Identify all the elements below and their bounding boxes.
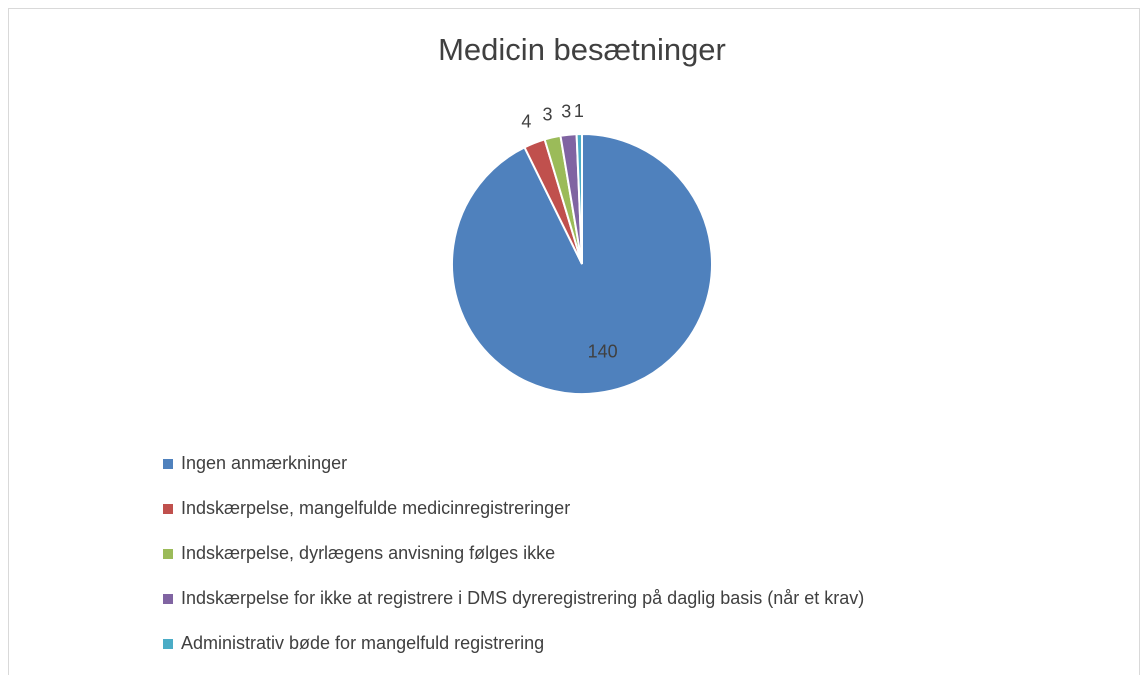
data-label: 1 <box>574 101 584 121</box>
legend-swatch <box>163 639 173 649</box>
pie-slice <box>575 132 583 265</box>
data-label: 4 <box>521 111 531 131</box>
data-label: 140 <box>588 341 618 361</box>
legend-label: Indskærpelse for ikke at registrere i DM… <box>181 588 864 608</box>
legend-label: Administrativ bøde for mangelfuld regist… <box>181 633 544 653</box>
data-label: 3 <box>543 105 553 125</box>
legend-swatch <box>163 504 173 514</box>
legend-label: Indskærpelse, mangelfulde medicinregistr… <box>181 498 570 518</box>
legend-swatch <box>163 549 173 559</box>
legend-label: Indskærpelse, dyrlægens anvisning følges… <box>181 543 555 563</box>
legend-label: Ingen anmærkninger <box>181 453 347 473</box>
data-label: 3 <box>561 102 571 122</box>
chart-title: Medicin besætninger <box>438 32 726 67</box>
legend-swatch <box>163 459 173 469</box>
legend-swatch <box>163 594 173 604</box>
